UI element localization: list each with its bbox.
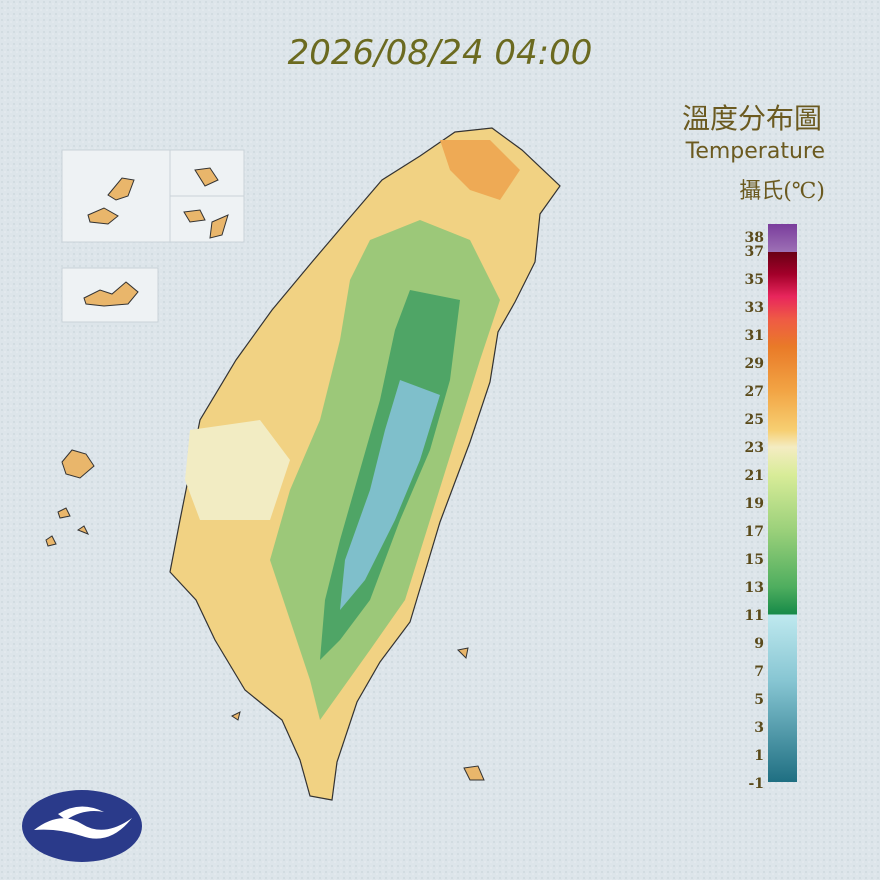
scale-label: 11 bbox=[745, 608, 764, 624]
scale-label: 29 bbox=[745, 356, 764, 372]
scale-label: -1 bbox=[748, 776, 764, 792]
legend-unit: 攝氏(℃) bbox=[739, 179, 825, 204]
scale-label: 31 bbox=[745, 328, 764, 344]
small-islands bbox=[231, 647, 485, 781]
map-title: 2026/08/24 04:00 bbox=[288, 33, 593, 73]
scale-label: 7 bbox=[754, 664, 764, 680]
warm-area bbox=[440, 140, 520, 200]
scale-label: 33 bbox=[745, 300, 764, 316]
scale-label: 13 bbox=[745, 580, 764, 596]
scale-label: 21 bbox=[745, 468, 764, 484]
legend-title: 溫度分布圖 bbox=[682, 102, 822, 135]
scale-label: 25 bbox=[745, 412, 764, 428]
scale-label: 15 bbox=[745, 552, 764, 568]
penghu-islands bbox=[45, 449, 95, 547]
legend-subtitle: Temperature bbox=[685, 139, 825, 164]
lowland-area bbox=[185, 420, 290, 520]
inset-island bbox=[83, 281, 139, 307]
scale-label: 3 bbox=[754, 720, 764, 736]
scale-label: 35 bbox=[745, 272, 764, 288]
color-scale bbox=[768, 224, 797, 782]
scale-label: 17 bbox=[745, 524, 764, 540]
logo-swirl bbox=[34, 806, 132, 839]
scale-label: 27 bbox=[745, 384, 764, 400]
scale-label: 9 bbox=[754, 636, 764, 652]
scale-label: 38 bbox=[745, 230, 764, 246]
peak-area bbox=[340, 380, 440, 610]
scale-label: 37 bbox=[745, 244, 764, 260]
scale-label: 5 bbox=[754, 692, 764, 708]
scale-label: 1 bbox=[754, 748, 764, 764]
scale-label: 19 bbox=[745, 496, 764, 512]
inset-islands bbox=[87, 167, 229, 239]
scale-label: 23 bbox=[745, 440, 764, 456]
